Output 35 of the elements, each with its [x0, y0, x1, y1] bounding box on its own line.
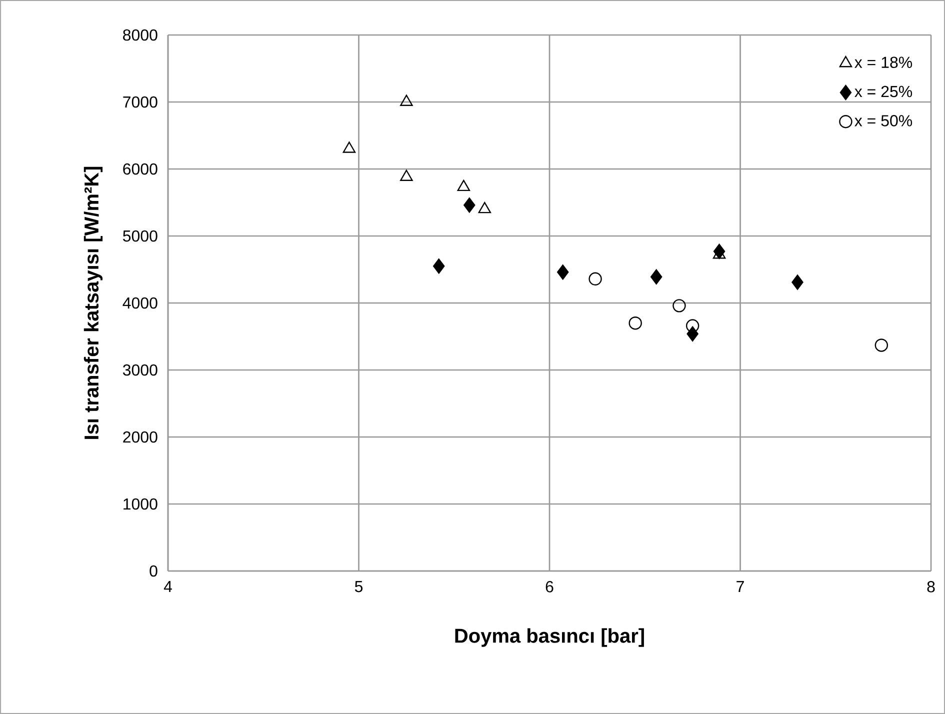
point: [400, 94, 413, 106]
legend-label: x = 18%: [854, 56, 912, 68]
point: [342, 142, 356, 153]
point: [556, 264, 569, 280]
y-tick-label: 2000: [123, 431, 158, 443]
y-tick-label: 7000: [123, 96, 158, 108]
y-tick-label: 8000: [123, 29, 158, 41]
x-tick-label: 5: [354, 581, 363, 592]
y-tick-label: 1000: [124, 498, 158, 510]
x-tick-label: 4: [164, 581, 172, 592]
x-axis-title: Doyma basıncı [bar]: [455, 628, 644, 647]
y-tick-label: 3000: [122, 364, 158, 376]
y-axis-title: Isı transfer katsayısı [W/m²K]: [84, 166, 103, 439]
y-tick-label: 5000: [123, 230, 158, 242]
point: [792, 274, 804, 290]
point: [686, 319, 700, 332]
point: [432, 258, 445, 274]
y-tick-label: 4000: [122, 297, 158, 309]
point: [874, 338, 888, 352]
x-tick-label: 6: [546, 581, 554, 592]
y-tick-label: 0: [150, 565, 158, 577]
x-tick-label: 7: [736, 581, 744, 592]
point: [672, 299, 686, 312]
point: [463, 197, 476, 213]
point: [478, 202, 492, 214]
legend-label: x = 50%: [854, 115, 912, 126]
y-tick-label: 6000: [123, 163, 158, 175]
x-tick-label: 8: [927, 581, 935, 592]
point: [400, 170, 413, 181]
point: [588, 272, 602, 286]
point: [457, 180, 470, 192]
point: [628, 316, 642, 330]
point: [650, 269, 662, 285]
legend-label: x = 25%: [854, 86, 912, 98]
point: [713, 244, 726, 260]
